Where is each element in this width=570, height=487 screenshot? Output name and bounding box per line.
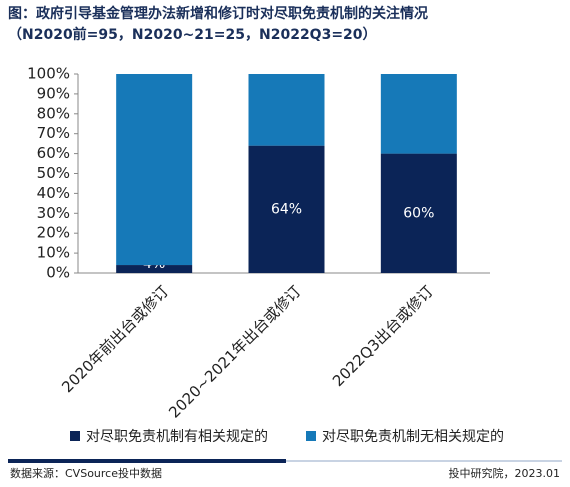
x-tick-label: 2020年前出台或修订: [58, 282, 172, 396]
x-tick-label: 2022Q3出台或修订: [329, 282, 437, 390]
bar-segment: [116, 265, 193, 273]
legend-label: 对尽职免责机制有相关规定的: [86, 429, 268, 445]
data-label: 60%: [403, 205, 434, 221]
y-tick-label: 10%: [37, 244, 70, 262]
credit: 投中研究院，2023.01: [449, 466, 561, 480]
bar-segment: [380, 153, 457, 273]
source: 数据来源：CVSource投中数据: [10, 466, 162, 480]
footer-bar-light: [286, 460, 562, 462]
chart-subtitle: （N2020前=95，N2020~21=25，N2022Q3=20）: [8, 26, 377, 43]
footer-bar-dark: [8, 459, 286, 463]
y-tick-label: 30%: [37, 204, 70, 222]
bar-segment: [248, 145, 325, 273]
legend-swatch: [70, 431, 80, 441]
bar-segment: [248, 74, 325, 146]
y-tick-label: 100%: [27, 65, 70, 83]
bar-segment: [116, 74, 193, 266]
chart-title: 图：政府引导基金管理办法新增和修订时对尽职免责机制的关注情况: [8, 5, 428, 22]
y-tick-label: 50%: [37, 164, 70, 182]
y-tick-label: 70%: [37, 124, 70, 142]
x-tick-label: 2020~2021年出台或修订: [165, 282, 304, 421]
y-tick-label: 60%: [37, 144, 70, 162]
legend-swatch: [306, 431, 316, 441]
bar-segment: [380, 74, 457, 154]
y-tick-label: 0%: [46, 264, 70, 282]
y-tick-label: 20%: [37, 224, 70, 242]
y-tick-label: 80%: [37, 104, 70, 122]
data-label: 64%: [271, 201, 302, 217]
y-tick-label: 40%: [37, 184, 70, 202]
legend-label: 对尽职免责机制无相关规定的: [322, 429, 504, 445]
y-tick-label: 90%: [37, 84, 70, 102]
